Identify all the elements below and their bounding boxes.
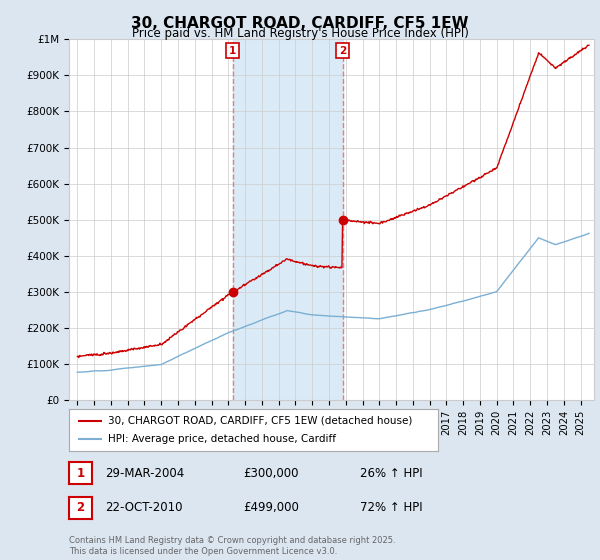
Text: 26% ↑ HPI: 26% ↑ HPI <box>360 466 422 480</box>
Text: Price paid vs. HM Land Registry's House Price Index (HPI): Price paid vs. HM Land Registry's House … <box>131 27 469 40</box>
Text: HPI: Average price, detached house, Cardiff: HPI: Average price, detached house, Card… <box>108 435 336 445</box>
Text: Contains HM Land Registry data © Crown copyright and database right 2025.
This d: Contains HM Land Registry data © Crown c… <box>69 536 395 556</box>
Text: 2: 2 <box>76 501 85 515</box>
Text: 29-MAR-2004: 29-MAR-2004 <box>105 466 184 480</box>
Text: 1: 1 <box>76 466 85 480</box>
Text: 30, CHARGOT ROAD, CARDIFF, CF5 1EW (detached house): 30, CHARGOT ROAD, CARDIFF, CF5 1EW (deta… <box>108 416 412 426</box>
Text: 2: 2 <box>339 46 346 56</box>
Text: 1: 1 <box>229 46 236 56</box>
Text: 72% ↑ HPI: 72% ↑ HPI <box>360 501 422 515</box>
Bar <box>233 39 343 400</box>
Text: 22-OCT-2010: 22-OCT-2010 <box>105 501 182 515</box>
Text: £300,000: £300,000 <box>243 466 299 480</box>
Text: 30, CHARGOT ROAD, CARDIFF, CF5 1EW: 30, CHARGOT ROAD, CARDIFF, CF5 1EW <box>131 16 469 31</box>
Text: £499,000: £499,000 <box>243 501 299 515</box>
